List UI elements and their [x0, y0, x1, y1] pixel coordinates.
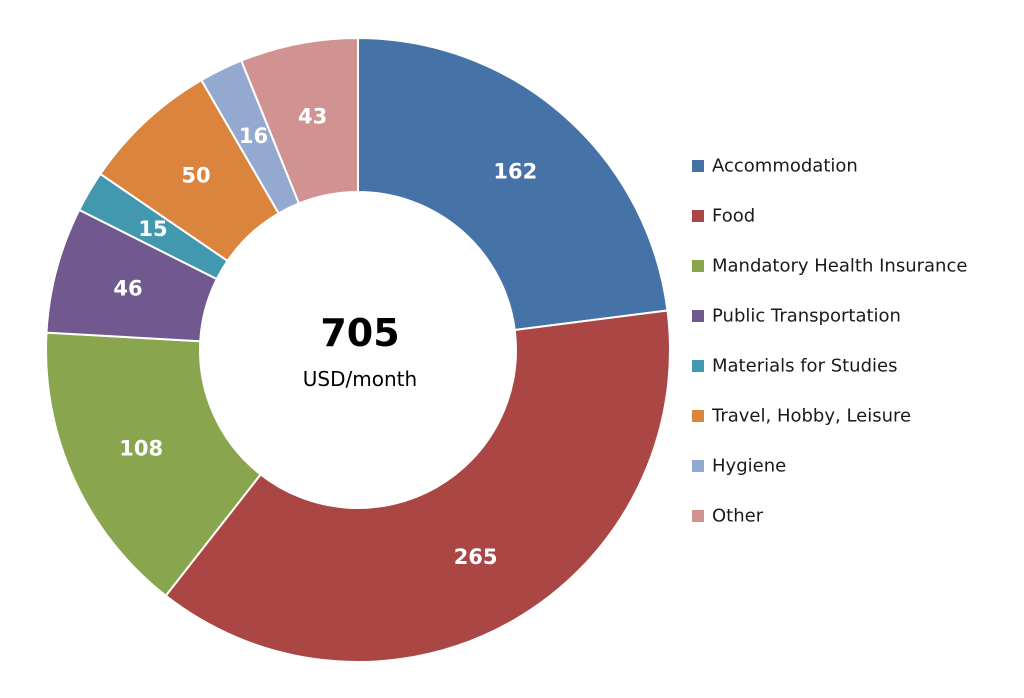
slice-label-accommodation: 162 [493, 159, 537, 183]
legend-label-travel-hobby-leisure: Travel, Hobby, Leisure [711, 406, 911, 427]
legend-swatch-public-transportation [692, 310, 704, 322]
legend-swatch-materials-for-studies [692, 360, 704, 372]
center-total: 705 [320, 311, 399, 355]
legend-swatch-food [692, 210, 704, 222]
slice-other [240, 36, 359, 205]
slice-label-other: 43 [298, 104, 327, 128]
slice-food [164, 309, 671, 663]
legend-label-accommodation: Accommodation [712, 156, 858, 177]
legend-label-hygiene: Hygiene [712, 456, 786, 477]
slice-accommodation [357, 36, 669, 332]
slice-mandatory-health-insurance [45, 331, 263, 598]
legend-label-other: Other [712, 506, 764, 527]
legend-label-public-transportation: Public Transportation [712, 306, 901, 327]
donut-slices [45, 36, 671, 663]
center-unit: USD/month [303, 367, 417, 391]
legend-swatch-accommodation [692, 160, 704, 172]
slice-label-mandatory-health-insurance: 108 [119, 436, 163, 460]
legend-swatch-mandatory-health-insurance [692, 260, 704, 272]
slice-label-food: 265 [454, 545, 498, 569]
slice-label-materials-for-studies: 15 [138, 217, 167, 241]
slice-label-hygiene: 16 [239, 124, 268, 148]
slice-label-public-transportation: 46 [113, 277, 142, 301]
legend-swatch-travel-hobby-leisure [692, 410, 704, 422]
legend-label-materials-for-studies: Materials for Studies [712, 356, 897, 377]
legend: Accommodation Food Mandatory Health Insura… [692, 156, 967, 527]
legend-swatch-other [692, 510, 704, 522]
slice-value-labels: 162 265 108 46 15 50 16 43 [113, 104, 537, 569]
slice-label-travel-hobby-leisure: 50 [181, 164, 210, 188]
legend-label-food: Food [712, 206, 755, 227]
legend-label-mandatory-health-insurance: Mandatory Health Insurance [712, 256, 967, 277]
legend-swatch-hygiene [692, 460, 704, 472]
